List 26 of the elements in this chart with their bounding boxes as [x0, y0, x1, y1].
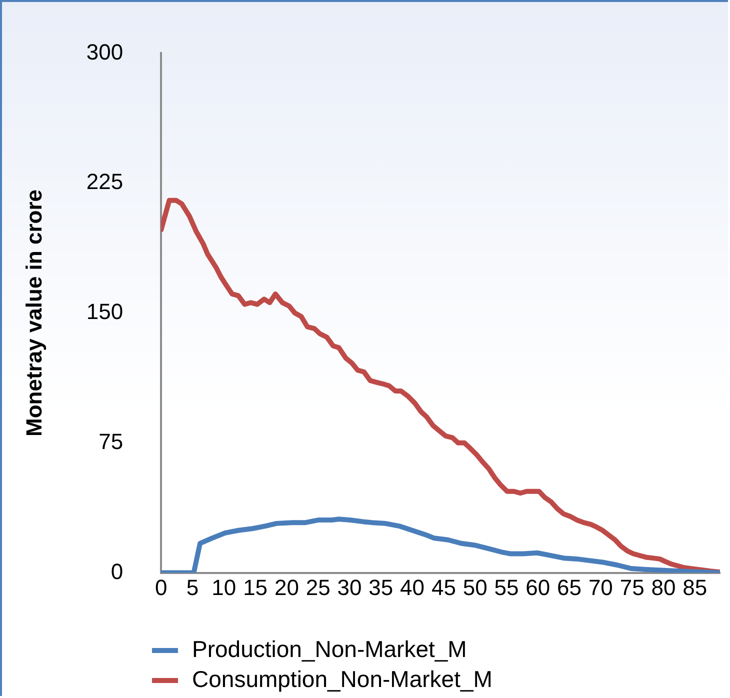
y-tick-label: 75 — [98, 428, 124, 454]
x-tick-label: 45 — [431, 575, 456, 600]
y-axis-title: Monetray value in crore — [21, 190, 46, 436]
legend-label: Consumption_Non-Market_M — [191, 665, 492, 694]
x-tick-label: 10 — [212, 575, 236, 600]
legend-label: Production_Non-Market_M — [191, 635, 468, 664]
x-tick-label: 0 — [154, 575, 168, 600]
x-tick-label: 85 — [682, 575, 708, 600]
y-tick-label: 0 — [110, 558, 124, 584]
x-tick-label: 15 — [243, 575, 268, 600]
x-tick-label: 50 — [462, 575, 488, 600]
y-tick-label: 300 — [86, 39, 124, 64]
x-tick-label: 5 — [186, 575, 199, 600]
y-tick-label: 225 — [86, 169, 124, 194]
x-tick-label: 55 — [494, 575, 519, 600]
x-tick-label: 65 — [557, 575, 582, 600]
x-tick-label: 40 — [400, 575, 425, 600]
x-tick-label: 75 — [620, 575, 644, 600]
y-tick-label: 150 — [86, 299, 124, 324]
x-tick-label: 25 — [306, 575, 330, 600]
x-tick-label: 70 — [588, 575, 613, 600]
x-tick-label: 60 — [526, 575, 550, 600]
x-tick-label: 80 — [651, 575, 676, 600]
x-tick-label: 30 — [337, 575, 362, 600]
x-tick-label: 20 — [274, 575, 299, 600]
x-tick-label: 35 — [368, 575, 394, 600]
